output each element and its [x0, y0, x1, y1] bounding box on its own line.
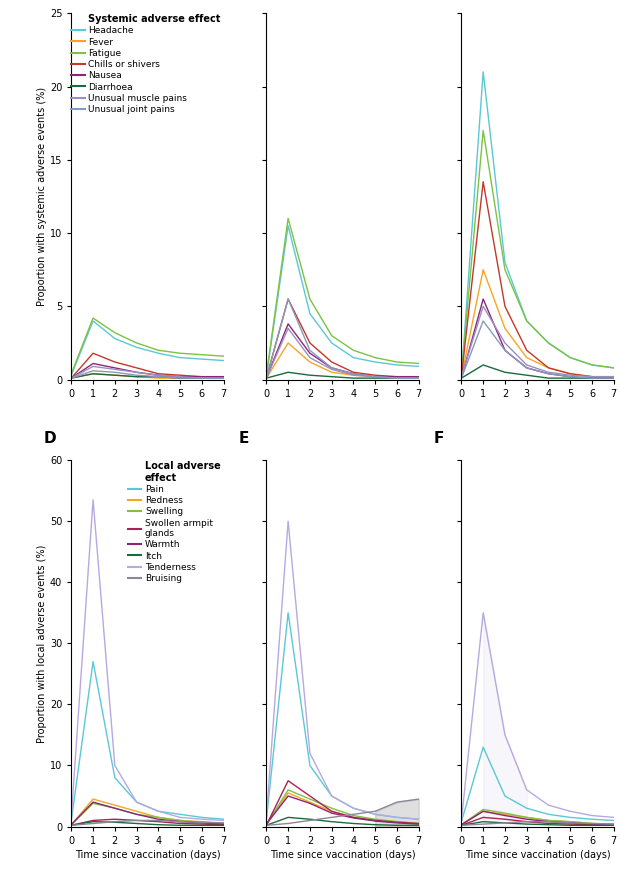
Text: D: D [44, 431, 56, 446]
Legend: Local adverse
effect, Pain, Redness, Swelling, Swollen armpit
glands, Warmth, It: Local adverse effect, Pain, Redness, Swe… [128, 461, 221, 583]
Legend: Systemic adverse effect, Headache, Fever, Fatigue, Chills or shivers, Nausea, Di: Systemic adverse effect, Headache, Fever… [71, 14, 221, 114]
X-axis label: Time since vaccination (days): Time since vaccination (days) [465, 850, 611, 860]
Text: F: F [434, 431, 445, 446]
X-axis label: Time since vaccination (days): Time since vaccination (days) [270, 850, 415, 860]
Y-axis label: Proportion with systemic adverse events (%): Proportion with systemic adverse events … [37, 87, 47, 306]
X-axis label: Time since vaccination (days): Time since vaccination (days) [74, 850, 220, 860]
Text: E: E [239, 431, 249, 446]
Y-axis label: Proportion with local adverse events (%): Proportion with local adverse events (%) [37, 545, 47, 743]
